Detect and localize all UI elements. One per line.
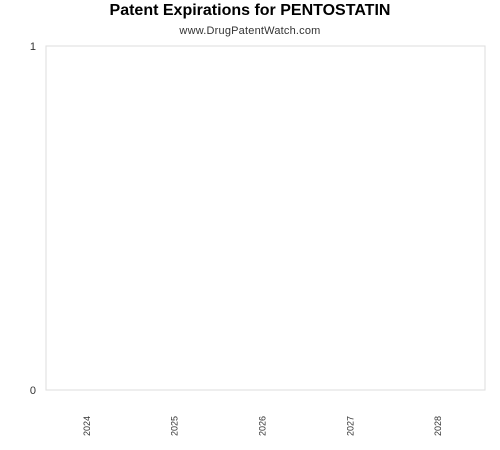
chart-title: Patent Expirations for PENTOSTATIN bbox=[109, 2, 391, 19]
y-axis: 01 bbox=[30, 41, 36, 397]
x-tick-label: 2026 bbox=[258, 416, 268, 436]
plot-area bbox=[45, 45, 486, 391]
x-tick-label: 2025 bbox=[170, 416, 180, 436]
y-tick-label: 1 bbox=[30, 41, 36, 53]
chart-subtitle: www.DrugPatentWatch.com bbox=[179, 25, 321, 37]
x-tick-label: 2027 bbox=[345, 416, 355, 436]
x-axis: 2024 2025 2026 2027 2028 bbox=[82, 416, 443, 436]
x-tick-label: 2024 bbox=[82, 416, 92, 436]
x-tick-label: 2028 bbox=[433, 416, 443, 436]
y-tick-label: 0 bbox=[30, 385, 36, 397]
